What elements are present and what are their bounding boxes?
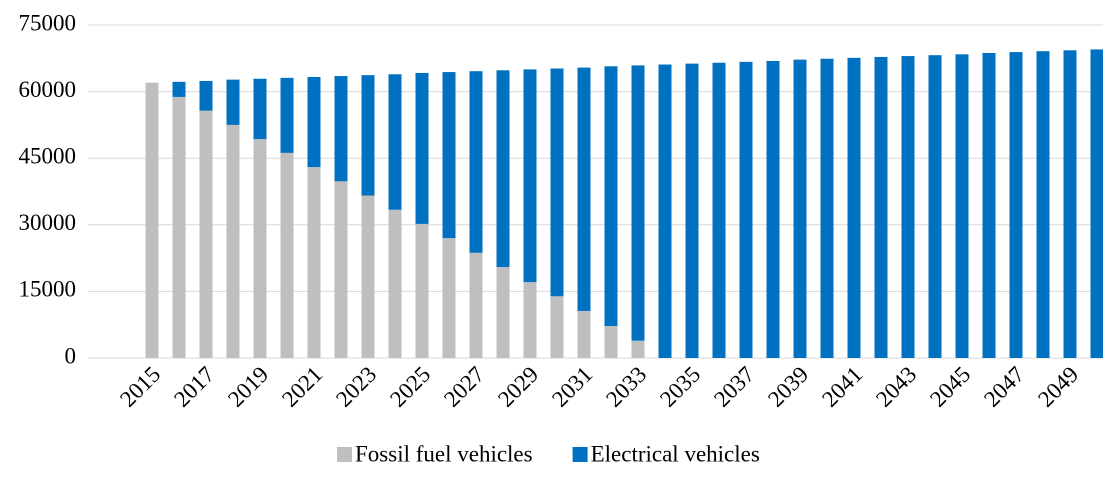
x-tick-label: 2045 [925, 362, 975, 412]
bar-segment [793, 59, 807, 359]
bar-segment [145, 82, 159, 358]
bar-segment [442, 238, 456, 358]
x-tick-label: 2031 [547, 362, 597, 412]
bar-segment [253, 78, 267, 140]
bar-segment [226, 79, 240, 125]
x-tick-label: 2019 [223, 362, 273, 412]
bar-segment [766, 60, 780, 359]
bar-segment [550, 296, 564, 358]
bar-segment [361, 75, 375, 196]
bar-segment [658, 64, 672, 359]
bar-segment [388, 209, 402, 358]
bar-segment [469, 71, 483, 253]
bar-segment [442, 72, 456, 239]
bar-segment [199, 110, 213, 358]
bar-segment [307, 76, 321, 168]
bar-segment [415, 72, 429, 224]
x-tick-label: 2041 [817, 362, 867, 412]
bar-segment [901, 56, 915, 358]
bar-segment [820, 58, 834, 359]
bar-segment [1009, 52, 1023, 359]
bar-segment [523, 69, 537, 283]
x-tick-label: 2037 [709, 362, 759, 412]
y-tick-label: 75000 [19, 10, 77, 35]
x-tick-label: 2015 [115, 362, 165, 412]
x-tick-label: 2047 [979, 362, 1029, 412]
bar-segment [415, 223, 429, 358]
bar-segment [523, 282, 537, 358]
x-tick-label: 2027 [439, 362, 489, 412]
x-tick-label: 2029 [493, 362, 543, 412]
bar-segment [982, 52, 996, 359]
bar-segment [874, 56, 888, 359]
y-tick-label: 15000 [19, 277, 77, 302]
bar-segment [334, 76, 348, 182]
bar-segment [172, 96, 186, 358]
bar-segment [1036, 51, 1050, 359]
y-tick-label: 45000 [19, 143, 77, 168]
bar-segment [307, 167, 321, 358]
bar-segment [280, 77, 294, 153]
bar-segment [712, 62, 726, 359]
bar-segment [604, 326, 618, 358]
bar-segment [496, 266, 510, 358]
bar-segment [226, 124, 240, 359]
bar-segment [1063, 50, 1077, 359]
legend-label: Electrical vehicles [591, 441, 760, 466]
bar-segment [928, 55, 942, 358]
bar-segment [361, 195, 375, 358]
x-tick-label: 2049 [1033, 362, 1083, 412]
bar-segment [388, 74, 402, 210]
bar-segment [739, 61, 753, 359]
x-tick-label: 2043 [871, 362, 921, 412]
bar-segment [847, 57, 861, 359]
x-tick-label: 2021 [277, 362, 327, 412]
bar-segment [685, 63, 699, 359]
y-tick-label: 30000 [19, 210, 77, 235]
x-tick-label: 2039 [763, 362, 813, 412]
x-tick-label: 2017 [169, 362, 219, 412]
x-tick-label: 2035 [655, 362, 705, 412]
bar-segment [577, 310, 591, 358]
bar-segment [955, 54, 969, 358]
bar-segment [199, 80, 213, 111]
legend-swatch [572, 447, 588, 462]
bar-segment [253, 139, 267, 358]
bar-segment [631, 65, 645, 341]
bar-segment [469, 252, 483, 358]
bar-segment [577, 67, 591, 311]
bar-segment [280, 152, 294, 358]
bar-segment [550, 68, 564, 297]
bar-segment [172, 81, 186, 97]
x-tick-label: 2025 [385, 362, 435, 412]
bar-segment [496, 70, 510, 267]
x-tick-label: 2023 [331, 362, 381, 412]
y-tick-label: 0 [65, 343, 77, 368]
bar-segment [631, 340, 645, 358]
y-tick-label: 60000 [19, 77, 77, 102]
legend-label: Fossil fuel vehicles [355, 441, 533, 466]
bar-segment [604, 66, 618, 327]
bar-segment [334, 181, 348, 358]
legend-swatch [337, 447, 352, 462]
x-tick-label: 2033 [601, 362, 651, 412]
bar-segment [1090, 49, 1103, 359]
